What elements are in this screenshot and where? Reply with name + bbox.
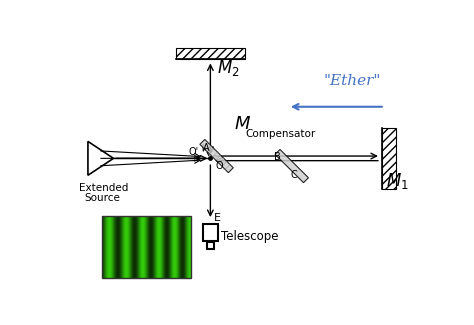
Text: $M_1$: $M_1$ <box>386 172 409 191</box>
Polygon shape <box>200 139 233 173</box>
Text: Compensator: Compensator <box>245 129 315 139</box>
Text: E: E <box>213 213 220 223</box>
Text: Telescope: Telescope <box>221 230 279 243</box>
Text: A: A <box>203 143 210 152</box>
Bar <box>383 127 396 189</box>
Text: Extended: Extended <box>79 183 128 193</box>
Text: Source: Source <box>85 193 121 203</box>
Bar <box>202 224 218 241</box>
Text: $M$: $M$ <box>234 115 251 133</box>
Text: O': O' <box>188 147 199 157</box>
Text: B: B <box>274 152 281 162</box>
Polygon shape <box>88 141 113 175</box>
Bar <box>102 216 191 278</box>
Polygon shape <box>275 150 309 183</box>
Bar <box>207 242 214 249</box>
Bar <box>175 48 245 59</box>
Text: O: O <box>216 161 223 171</box>
Text: $M_2$: $M_2$ <box>217 58 239 78</box>
Text: C: C <box>291 170 298 180</box>
Text: "Ether": "Ether" <box>323 74 381 88</box>
